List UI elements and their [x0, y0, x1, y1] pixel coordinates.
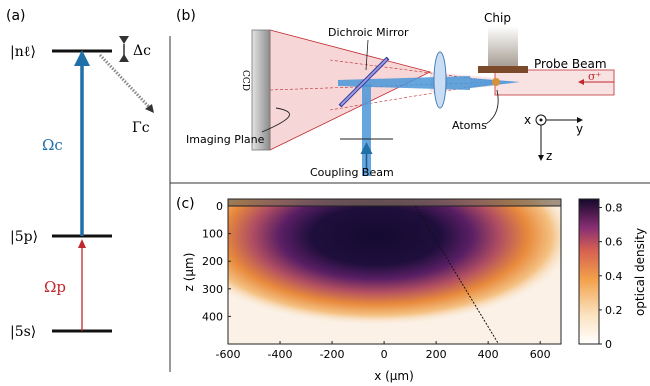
label-atoms: Atoms	[452, 119, 487, 132]
decay-arrow	[98, 53, 152, 110]
label-coupling-beam: Coupling Beam	[310, 166, 394, 179]
label-5s: |5s⟩	[10, 324, 36, 340]
coupling-beam-vertical	[362, 84, 371, 176]
x-tick-label: 200	[426, 348, 447, 361]
x-tick-label: 600	[530, 348, 551, 361]
x-tick-label: 0	[381, 348, 388, 361]
chip-glow	[488, 26, 518, 68]
ccd-detector	[251, 29, 271, 151]
y-tick-label: 100	[202, 228, 223, 241]
atom-cloud	[228, 199, 561, 326]
colorbar-tick-label: 0.8	[605, 202, 623, 215]
label-nl: |nℓ⟩	[10, 44, 36, 60]
x-tick-label: 400	[478, 348, 499, 361]
probe-arrowhead	[78, 239, 86, 248]
label-axis-x: x	[524, 113, 531, 127]
x-tick-label: -400	[268, 348, 293, 361]
label-omega-c: Ωc	[42, 136, 63, 154]
label-ccd: CCD	[240, 70, 250, 91]
y-ticks: 0 100 200 300 400	[202, 200, 231, 323]
panel-a: (a) |nℓ⟩ |5p⟩ |5s⟩ Ωc Ωp Δc Γc	[6, 8, 154, 340]
label-omega-p: Ωp	[44, 278, 66, 296]
y-tick-label: 200	[202, 255, 223, 268]
y-tick-label: 400	[202, 310, 223, 323]
detuning-down-icon	[119, 54, 129, 62]
y-tick-label: 0	[216, 200, 223, 213]
panel-c: (c) -600 -400 -200 0 200 400 600 0 100 200 300 400…	[176, 196, 647, 383]
chip-edge	[228, 199, 561, 206]
detuning-up-icon	[119, 36, 129, 44]
colorbar-tick-label: 0.6	[605, 236, 623, 249]
x-ticks: -600 -400 -200 0 200 400 600	[216, 341, 551, 361]
atoms	[492, 78, 500, 86]
probe-cone-left	[269, 29, 432, 151]
colorbar-tick-label: 0.2	[605, 304, 623, 317]
label-imaging-plane: Imaging Plane	[186, 133, 265, 146]
label-dichroic: Dichroic Mirror	[328, 26, 409, 39]
colorbar-label: optical density	[633, 228, 647, 316]
panel-label-a: (a)	[6, 8, 26, 24]
plot-frame	[227, 198, 562, 345]
label-delta-c: Δc	[133, 43, 151, 59]
y-axis-label: z (μm)	[182, 253, 196, 292]
x-axis-label: x (μm)	[374, 369, 414, 383]
label-chip: Chip	[484, 11, 511, 25]
lens	[433, 51, 447, 109]
label-sigma: σ⁺	[588, 70, 602, 83]
label-probe: Probe Beam	[534, 57, 607, 71]
dashed-line	[414, 205, 499, 344]
y-tick-label: 300	[202, 283, 223, 296]
decay-arrowhead	[145, 104, 154, 113]
label-5p: |5p⟩	[10, 229, 38, 245]
od-image	[227, 198, 562, 345]
colorbar	[578, 198, 600, 345]
probe-region-right	[494, 69, 615, 96]
colorbar-ticks: 0 0.2 0.4 0.6 0.8	[599, 202, 623, 351]
colorbar-tick-label: 0	[605, 338, 612, 351]
label-axis-z: z	[546, 149, 552, 163]
panel-label-c: (c)	[176, 196, 195, 212]
label-gamma-c: Γc	[132, 120, 150, 136]
x-tick-label: -600	[216, 348, 241, 361]
panel-label-b: (b)	[176, 8, 196, 24]
x-tick-label: -200	[320, 348, 345, 361]
coupling-arrowhead	[74, 50, 90, 66]
colorbar-tick-label: 0.4	[605, 270, 623, 283]
panel-b: (b) CCD Chip σ⁺ Probe Beam	[176, 8, 615, 179]
chip	[478, 66, 528, 73]
label-axis-y: y	[576, 122, 583, 136]
